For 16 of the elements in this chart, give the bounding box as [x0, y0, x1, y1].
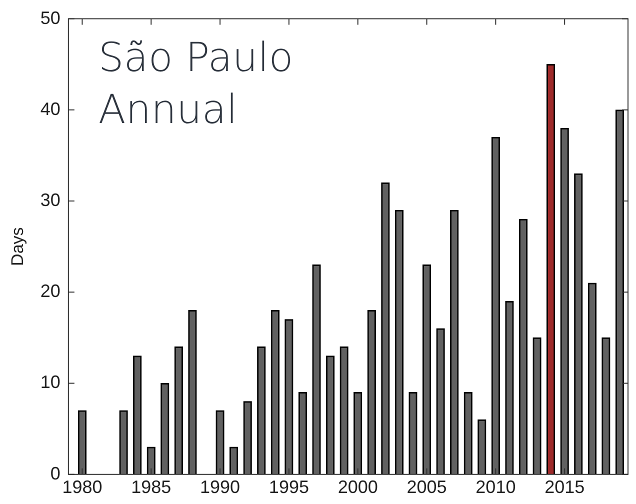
y-tick-label: 50: [40, 8, 60, 28]
x-tick-label: 1990: [200, 477, 240, 498]
x-tick-label: 1985: [131, 477, 172, 498]
y-tick-label: 40: [40, 98, 60, 119]
x-tick-label: 2015: [544, 477, 585, 498]
y-tick-label: 20: [40, 281, 60, 302]
x-tick-label: 2010: [476, 477, 516, 498]
y-tick-label: 0: [50, 463, 60, 484]
y-axis-title: Days: [8, 227, 27, 266]
text: São Paulo Annual: [98, 35, 294, 134]
x-tick-label: 2005: [406, 477, 447, 498]
y-tick-label: 30: [40, 190, 60, 210]
x-tick-label: 1980: [62, 477, 102, 498]
x-tick-label: 2000: [338, 477, 378, 498]
x-tick-label: 1995: [268, 477, 309, 498]
y-tick-label: 10: [40, 372, 60, 392]
